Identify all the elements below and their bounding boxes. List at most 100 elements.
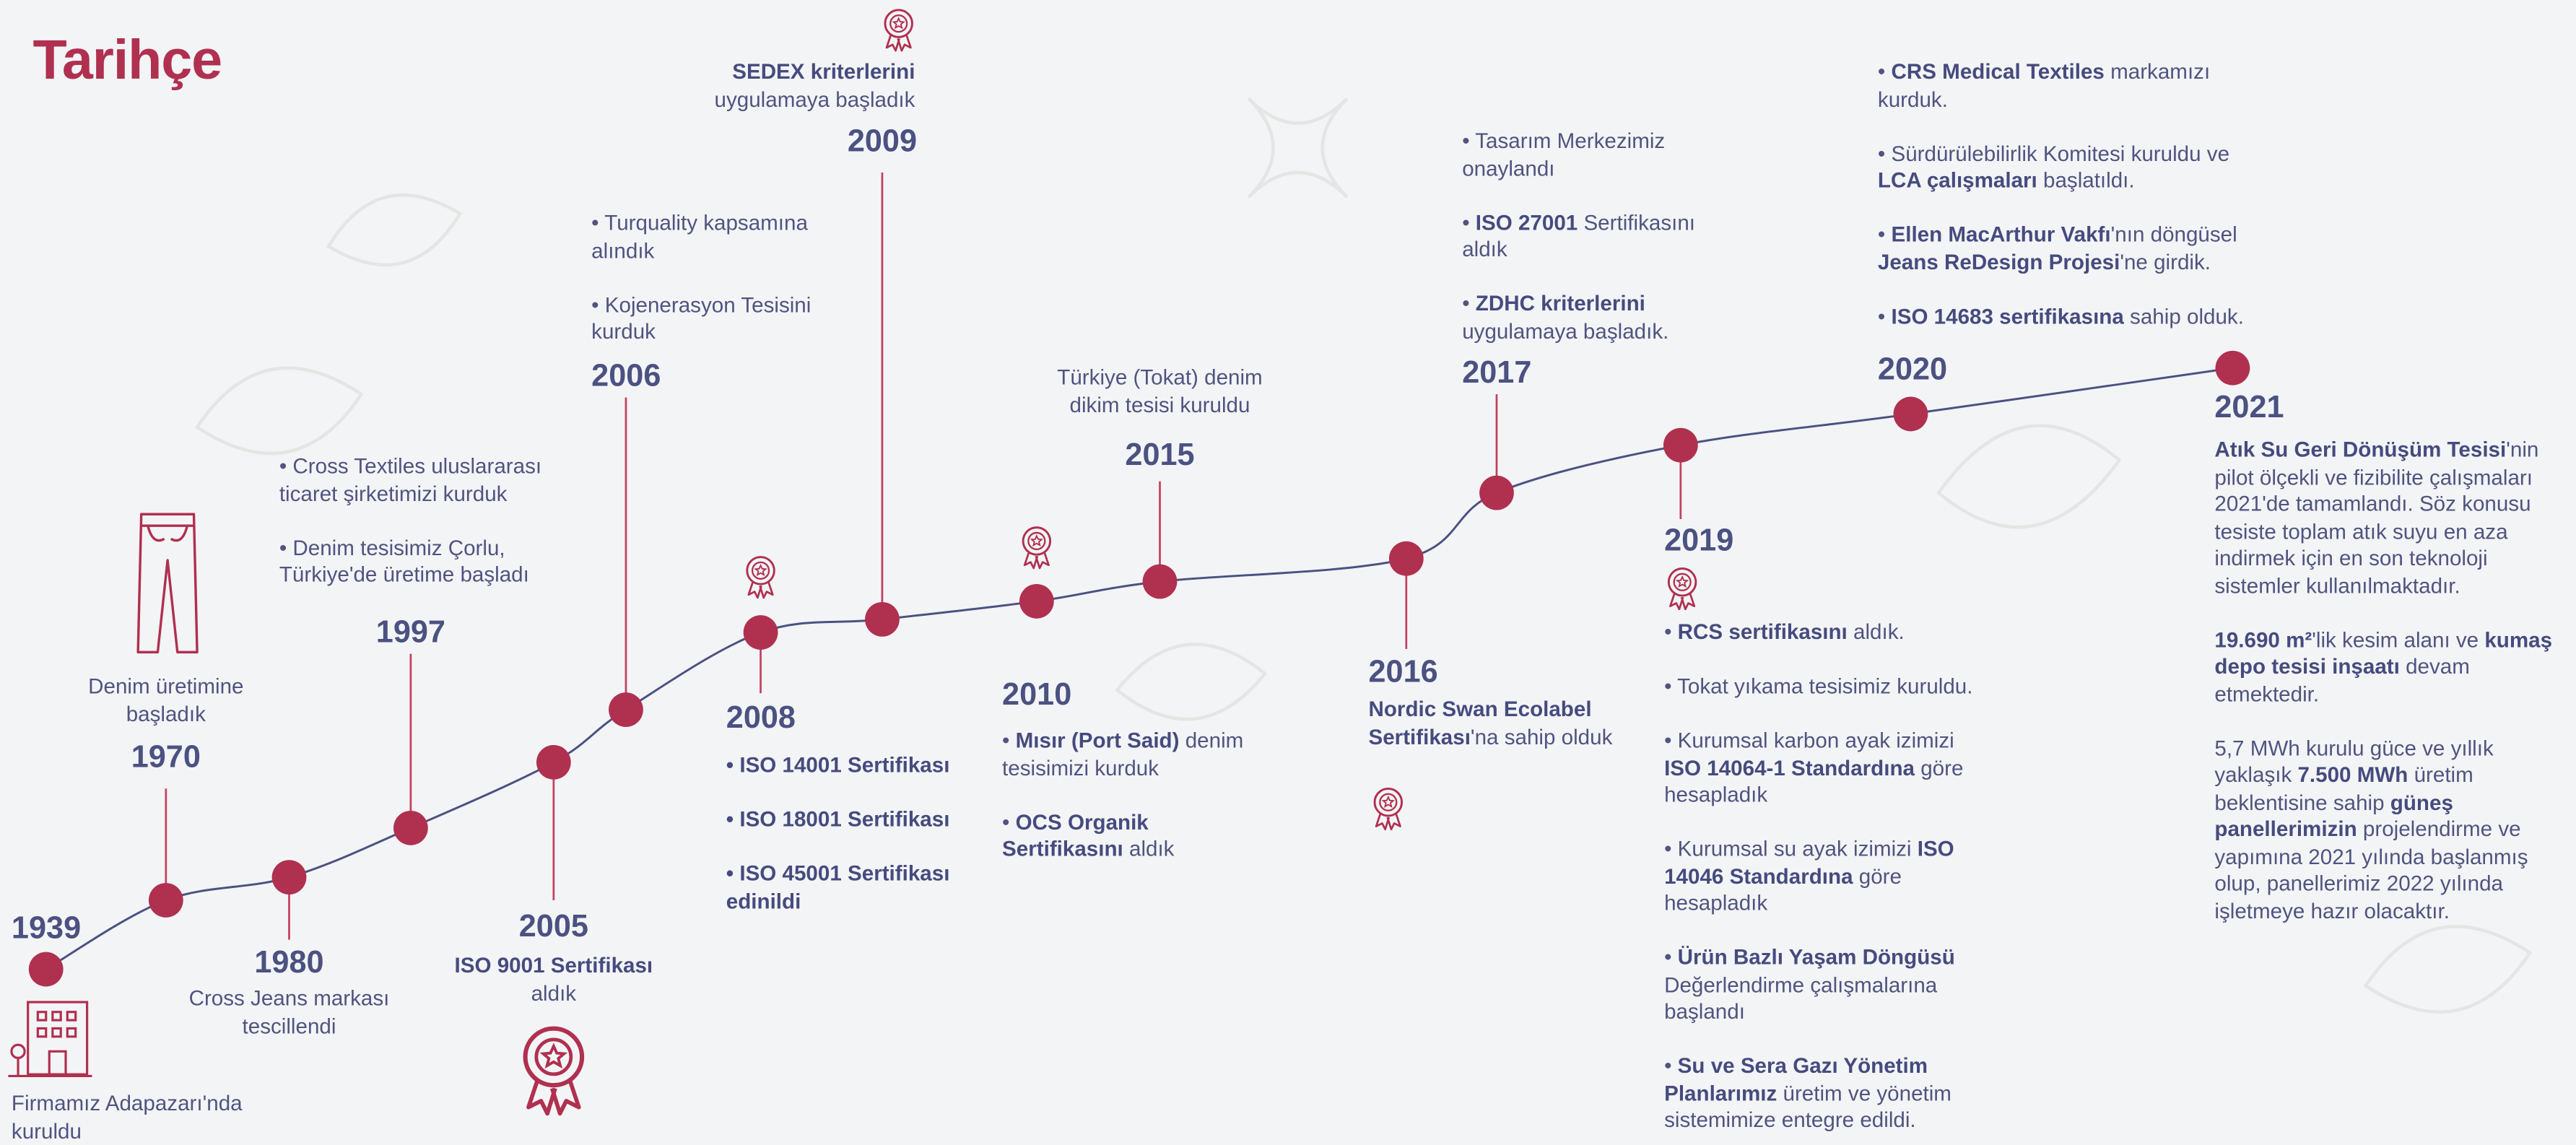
text: • <box>1462 209 1476 235</box>
text: • Cross Textiles uluslararası ticaret şi… <box>279 453 542 505</box>
text: • Denim tesisimiz Çorlu, Türkiye'de üret… <box>279 534 529 587</box>
text: göre hesapladık <box>1664 754 1964 807</box>
text: aldık <box>531 980 577 1005</box>
paragraph: • ISO 45001 Sertifikası edinildi <box>726 861 972 915</box>
bold-text: ISO 9001 Sertifikası <box>454 952 653 978</box>
year-label: 2009 <box>847 124 918 160</box>
text: • <box>1664 944 1678 970</box>
timeline-dot <box>609 692 643 727</box>
text: 'lik kesim alanı ve <box>2312 627 2485 652</box>
event-text: Nordic Swan Ecolabel Sertifikası'na sahi… <box>1368 697 1614 751</box>
text: 'na sahip olduk <box>1470 723 1613 749</box>
text: • Tokat yıkama tesisimiz kuruldu. <box>1664 673 1973 699</box>
text: 'ne girdik. <box>2120 248 2211 274</box>
event-text: Firmamız Adapazarı'nda kuruldu <box>12 1091 258 1145</box>
year-label: 2010 <box>1002 678 1072 713</box>
text: 'nın döngüsel <box>2110 222 2237 247</box>
text: • <box>1877 58 1892 84</box>
bold-text: ISO 14683 sertifikasına <box>1891 302 2124 328</box>
paragraph: Cross Jeans markası tescillendi <box>183 985 396 1040</box>
bold-text: CRS Medical Textiles <box>1891 58 2105 84</box>
event-text: • ISO 14001 Sertifikası • ISO 18001 Serti… <box>726 752 972 915</box>
text: aldık. <box>1847 619 1905 644</box>
paragraph: • OCS Organik Sertifikasını aldık <box>1002 809 1265 863</box>
timeline-dot <box>148 883 183 918</box>
bold-text: Mısır (Port Said) <box>1015 728 1180 753</box>
timeline-dot <box>393 810 428 845</box>
paragraph: • ISO 18001 Sertifikası <box>726 806 972 834</box>
year-label: 1980 <box>254 946 324 981</box>
building-icon <box>8 1001 92 1078</box>
year-label: 2017 <box>1462 356 1532 391</box>
bold-text: OCS Organik Sertifikasını <box>1002 809 1149 861</box>
award-icon <box>1667 567 1697 611</box>
bold-text: SEDEX kriterlerini <box>732 58 915 84</box>
text: 5,7 MWh kurulu güce ve yıllık yaklaşık <box>2214 735 2494 787</box>
paragraph: • Denim tesisimiz Çorlu, Türkiye'de üret… <box>279 535 567 589</box>
timeline-dot <box>28 952 64 987</box>
award-icon <box>1373 787 1404 831</box>
event-text: • RCS sertifikasını aldık. • Tokat yıkama… <box>1664 619 1985 1134</box>
text: • <box>1664 1053 1678 1078</box>
text: • <box>1877 302 1892 328</box>
event-text: Denim üretimine başladık <box>59 674 273 728</box>
timeline-dots <box>28 350 2250 987</box>
paragraph: Atık Su Geri Dönüşüm Tesisi'nin pilot öl… <box>2214 437 2559 599</box>
award-icon <box>526 1029 583 1114</box>
text: • Kurumsal su ayak izimizi <box>1664 836 1918 861</box>
bold-text: 19.690 m² <box>2214 627 2312 652</box>
text: • Kurumsal karbon ayak izimizi <box>1664 728 1954 753</box>
paragraph: • Kurumsal su ayak izimizi ISO 14046 Sta… <box>1664 836 1985 918</box>
year-label: 1997 <box>375 616 445 651</box>
bold-text: 7.500 MWh <box>2297 762 2409 787</box>
event-text: • CRS Medical Textiles markamızı kurduk.… <box>1878 59 2264 330</box>
year-label: 2016 <box>1368 655 1438 690</box>
text: uygulamaya başladık <box>714 86 915 111</box>
text: Değerlendirme çalışmalarına başlandı <box>1664 971 1938 1024</box>
text: Türkiye (Tokat) denim dikim tesisi kurul… <box>1057 365 1263 417</box>
award-icon <box>884 9 913 52</box>
timeline-dot <box>743 615 778 650</box>
text: markamızı kurduk. <box>1877 58 2211 111</box>
background-decor <box>194 97 2533 1014</box>
timeline-dot <box>1388 541 1424 576</box>
paragraph: • RCS sertifikasını aldık. <box>1664 619 1985 647</box>
bold-text: ISO 14064-1 Standardına <box>1664 754 1915 780</box>
bold-text: Jeans ReDesign Projesi <box>1877 248 2120 274</box>
paragraph: Türkiye (Tokat) denim dikim tesisi kurul… <box>1045 365 1275 419</box>
year-label: 2021 <box>2214 391 2284 426</box>
jeans-icon <box>136 513 199 654</box>
paragraph: SEDEX kriterlerini uygulamaya başladık <box>669 59 915 113</box>
year-label: 2005 <box>518 910 588 945</box>
timeline-dot <box>536 744 571 780</box>
timeline-dot <box>1479 475 1514 510</box>
paragraph: Denim üretimine başladık <box>59 674 273 728</box>
paragraph: • Turquality kapsamına alındık <box>591 210 837 264</box>
bold-text: güneş panellerimizin <box>2214 789 2453 842</box>
paragraph: • ZDHC kriterlerini uygulamaya başladık. <box>1462 291 1708 345</box>
year-label: 1939 <box>11 911 82 946</box>
text: Cross Jeans markası tescillendi <box>188 985 390 1037</box>
text: sahip olduk. <box>2123 302 2244 328</box>
year-label: 2015 <box>1125 438 1195 474</box>
page-title: Tarihçe <box>32 29 223 92</box>
bold-text: Ellen MacArthur Vakfı <box>1891 222 2111 247</box>
timeline-dot <box>865 601 900 637</box>
paragraph: • ISO 14001 Sertifikası <box>726 752 972 780</box>
paragraph: • CRS Medical Textiles markamızı kurduk. <box>1878 59 2264 113</box>
text: uygulamaya başladık. <box>1462 318 1669 343</box>
bold-text: Ürün Bazlı Yaşam Döngüsü <box>1677 944 1955 970</box>
year-label: 2008 <box>726 701 796 736</box>
timeline-dot <box>1019 583 1054 619</box>
bold-text: Su ve Sera Gazı Yönetim Planlarımız <box>1664 1053 1928 1105</box>
text: projelendirme ve yapımına 2021 yılında b… <box>2214 816 2528 923</box>
paragraph: • Kurumsal karbon ayak izimizi ISO 14064… <box>1664 728 1985 809</box>
paragraph: • Cross Textiles uluslararası ticaret şi… <box>279 453 567 508</box>
award-icon <box>1022 526 1052 570</box>
paragraph: 19.690 m²'lik kesim alanı ve kumaş depo … <box>2214 627 2559 708</box>
year-label: 2020 <box>1877 353 1948 388</box>
timeline-curve <box>45 367 2233 970</box>
year-label: 2006 <box>591 360 661 395</box>
text: • <box>1002 809 1016 834</box>
